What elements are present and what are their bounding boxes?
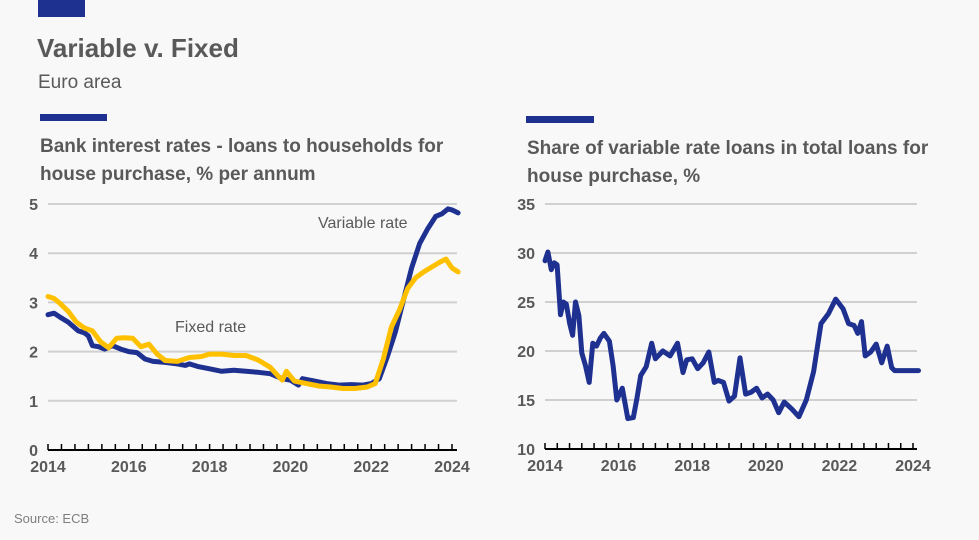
y-tick-label: 5 xyxy=(29,197,38,214)
y-tick-label: 3 xyxy=(29,295,38,312)
x-tick-label: 2018 xyxy=(674,458,710,475)
header-accent-bar xyxy=(38,0,85,17)
y-tick-label: 30 xyxy=(517,246,535,263)
chart1-title: Bank interest rates - loans to household… xyxy=(40,136,444,185)
y-tick-label: 4 xyxy=(29,246,38,263)
x-tick-label: 2020 xyxy=(273,459,309,476)
y-tick-label: 10 xyxy=(517,442,535,459)
y-tick-label: 25 xyxy=(517,295,535,312)
x-tick-label: 2024 xyxy=(434,459,470,476)
x-tick-label: 2016 xyxy=(601,458,637,475)
y-tick-label: 2 xyxy=(29,345,38,362)
x-tick-label: 2022 xyxy=(353,459,389,476)
y-tick-label: 0 xyxy=(29,443,38,460)
x-tick-label: 2022 xyxy=(822,458,858,475)
y-tick-label: 35 xyxy=(517,197,535,214)
page-title: Variable v. Fixed xyxy=(37,33,239,63)
annotation-fixed-rate: Fixed rate xyxy=(175,319,246,336)
series-line-share-of-variable-rate-loans xyxy=(542,249,921,422)
x-tick-label: 2014 xyxy=(527,458,563,475)
y-tick-label: 1 xyxy=(29,394,38,411)
x-tick-label: 2016 xyxy=(111,459,147,476)
x-tick-label: 2024 xyxy=(895,458,931,475)
page-subtitle: Euro area xyxy=(38,72,122,93)
x-tick-label: 2014 xyxy=(30,459,66,476)
chart2-title: Share of variable rate loans in total lo… xyxy=(527,138,929,187)
chart2-accent-bar xyxy=(526,116,594,123)
annotation-variable-rate: Variable rate xyxy=(318,215,408,232)
x-tick-label: 2020 xyxy=(748,458,784,475)
chart1-accent-bar xyxy=(40,114,107,121)
x-tick-label: 2018 xyxy=(192,459,228,476)
y-tick-label: 15 xyxy=(517,393,535,410)
y-tick-label: 20 xyxy=(517,344,535,361)
series-line-fixed-rate xyxy=(45,256,461,391)
source-note: Source: ECB xyxy=(14,511,90,526)
